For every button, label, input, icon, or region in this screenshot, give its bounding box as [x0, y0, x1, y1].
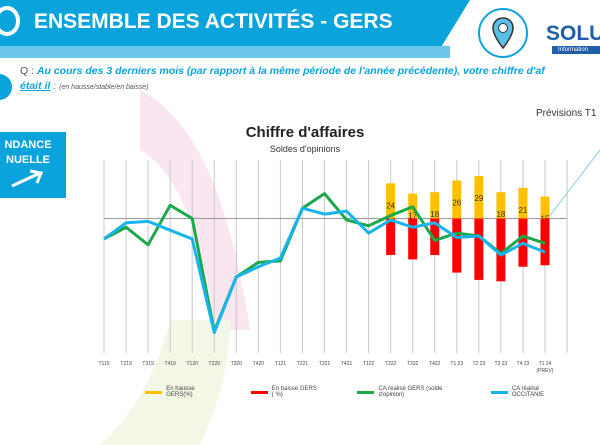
x-tick-label: T320	[231, 361, 243, 367]
bar-data-label: 21	[518, 206, 527, 215]
x-tick-note: (PREV)	[537, 368, 554, 374]
page-title: ENSEMBLE DES ACTIVITÉS - GERS	[34, 10, 393, 33]
header-banner	[0, 0, 470, 46]
x-tick-label: T4 23	[517, 361, 530, 367]
bar	[474, 218, 484, 280]
question-hint: (en hausse/stable/en baisse)	[59, 84, 149, 91]
x-tick-label: T122	[363, 361, 375, 367]
question-prefix: Q :	[20, 65, 37, 77]
bar-data-label: 24	[386, 201, 395, 210]
trend-box: NDANCE NUELLE	[0, 132, 66, 198]
bar	[430, 218, 440, 256]
bar-data-label: 18	[430, 210, 439, 219]
x-tick-label: T2 23	[472, 361, 485, 367]
bar-data-label: 29	[474, 194, 483, 203]
forecast-pointer	[544, 149, 600, 223]
bar	[540, 196, 550, 219]
x-tick-label: T419	[164, 361, 176, 367]
x-tick-label: T3 23	[495, 361, 508, 367]
x-tick-label: T422	[429, 361, 441, 367]
question-line2: était il : (en hausse/stable/en baisse)	[20, 80, 149, 92]
x-tick-label: T119	[98, 361, 109, 367]
bar	[496, 192, 506, 219]
x-tick-label: T421	[341, 361, 353, 367]
chart-title: Chiffre d'affaires	[245, 124, 365, 141]
x-tick-label: T321	[319, 361, 331, 367]
legend-item: En hausse GERS(%)	[145, 386, 211, 398]
bar	[386, 218, 396, 256]
bar-data-label: 26	[452, 198, 461, 207]
brand-subtitle: Information	[552, 46, 600, 54]
legend-swatch	[490, 390, 508, 394]
legend-item: CA réalisé GERS (solde d'opinion)	[357, 386, 451, 398]
x-tick-label: T1 23	[450, 361, 463, 367]
logo-icon	[0, 6, 20, 36]
question-text: Au cours des 3 derniers mois (par rappor…	[36, 65, 545, 77]
x-tick-label: T222	[385, 361, 397, 367]
bullet-circle	[0, 74, 12, 100]
legend-label: En hausse GERS(%)	[166, 386, 195, 398]
decor-pink-arc	[140, 90, 250, 330]
legend-swatch	[250, 390, 268, 394]
x-tick-label: T121	[275, 361, 287, 367]
x-tick-label: T322	[407, 361, 419, 367]
bar-data-label: 18	[496, 210, 505, 219]
brand-logo: SOLU	[546, 22, 600, 45]
x-tick-label: T120	[186, 361, 198, 367]
series-line	[103, 206, 546, 335]
arrow-up-right-icon	[11, 169, 44, 188]
bar	[430, 192, 440, 219]
legend-item: CA réalisé OCCITANIE	[490, 386, 560, 398]
bar	[496, 218, 506, 282]
legend: En hausse GERS(%) En baisse GERS ( %) CA…	[145, 386, 600, 398]
x-tick-label: T319	[142, 361, 154, 367]
x-tick-label: T220	[209, 361, 221, 367]
x-tick-label: T1 24	[539, 361, 552, 367]
legend-swatch	[357, 390, 375, 394]
decor-green-arc	[100, 320, 230, 445]
legend-swatch	[145, 390, 163, 394]
forecast-label: Prévisions T1	[536, 108, 597, 119]
location-pin-icon	[478, 8, 528, 58]
bar	[518, 187, 528, 219]
bar	[452, 180, 462, 219]
x-tick-label: T221	[297, 361, 309, 367]
legend-label: CA réalisé OCCITANIE	[511, 386, 545, 398]
chart-subtitle: Soldes d'opinions	[269, 144, 341, 154]
trend-line1: NDANCE	[4, 139, 52, 151]
question-colon: :	[50, 80, 60, 92]
bar	[408, 218, 418, 260]
legend-label: En baisse GERS ( %)	[271, 386, 317, 398]
legend-item: En baisse GERS ( %)	[250, 386, 318, 398]
question-line1: Q : Au cours des 3 derniers mois (par ra…	[20, 65, 545, 77]
header-stripe	[0, 46, 450, 58]
bar	[474, 176, 484, 219]
bar	[452, 218, 462, 273]
x-tick-label: T420	[253, 361, 265, 367]
legend-label: CA réalisé GERS (solde d'opinion)	[378, 386, 443, 398]
bar-data-label: 17	[408, 212, 417, 221]
bar	[386, 183, 396, 219]
trend-line2: NUELLE	[6, 154, 50, 166]
question-text-2: était il	[20, 80, 51, 92]
x-tick-label: T219	[120, 361, 132, 367]
